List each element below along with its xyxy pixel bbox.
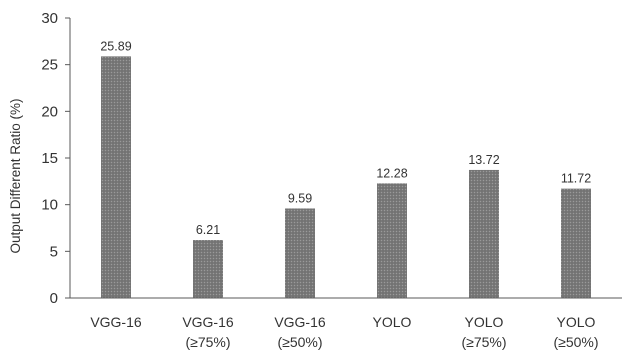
- y-tick-label: 20: [41, 103, 58, 120]
- x-tick-label: VGG-16: [182, 314, 234, 330]
- data-label: 13.72: [468, 153, 499, 167]
- y-tick-label: 25: [41, 57, 58, 74]
- data-label: 6.21: [196, 223, 220, 237]
- data-label: 9.59: [288, 191, 312, 205]
- y-tick-label: 5: [50, 243, 58, 260]
- y-tick-label: 10: [41, 197, 58, 214]
- data-label: 12.28: [376, 166, 407, 180]
- data-label: 25.89: [100, 39, 131, 53]
- bar: [101, 56, 131, 298]
- x-axis: VGG-16 VGG-16 (≥75%) VGG-16 (≥50%) YOLO YOLO (≥…: [70, 297, 622, 350]
- y-tick-label: 30: [41, 10, 58, 27]
- x-tick-label: (≥75%): [461, 334, 506, 350]
- y-tick-label: 15: [41, 150, 58, 167]
- bar: [285, 208, 315, 298]
- x-tick-label: YOLO: [465, 314, 504, 330]
- data-label: 11.72: [561, 172, 591, 186]
- y-axis-title: Output Different Ratio (%): [8, 98, 23, 253]
- bar: [469, 169, 499, 298]
- x-tick-label: (≥50%): [553, 334, 598, 350]
- y-axis: 0 5 10 15 20 25 30: [41, 10, 71, 307]
- x-tick-label: VGG-16: [90, 314, 142, 330]
- x-tick-label: YOLO: [373, 314, 412, 330]
- x-tick-label: (≥50%): [277, 334, 322, 350]
- x-tick-label: (≥75%): [185, 334, 230, 350]
- bars-group: 25.89 6.21 9.59 12.28 13.72 11.72: [100, 39, 591, 298]
- bar: [193, 240, 223, 298]
- bar: [561, 188, 591, 298]
- y-tick-label: 0: [50, 290, 58, 307]
- x-tick-label: VGG-16: [274, 314, 326, 330]
- x-tick-label: YOLO: [557, 314, 596, 330]
- bar: [377, 183, 407, 298]
